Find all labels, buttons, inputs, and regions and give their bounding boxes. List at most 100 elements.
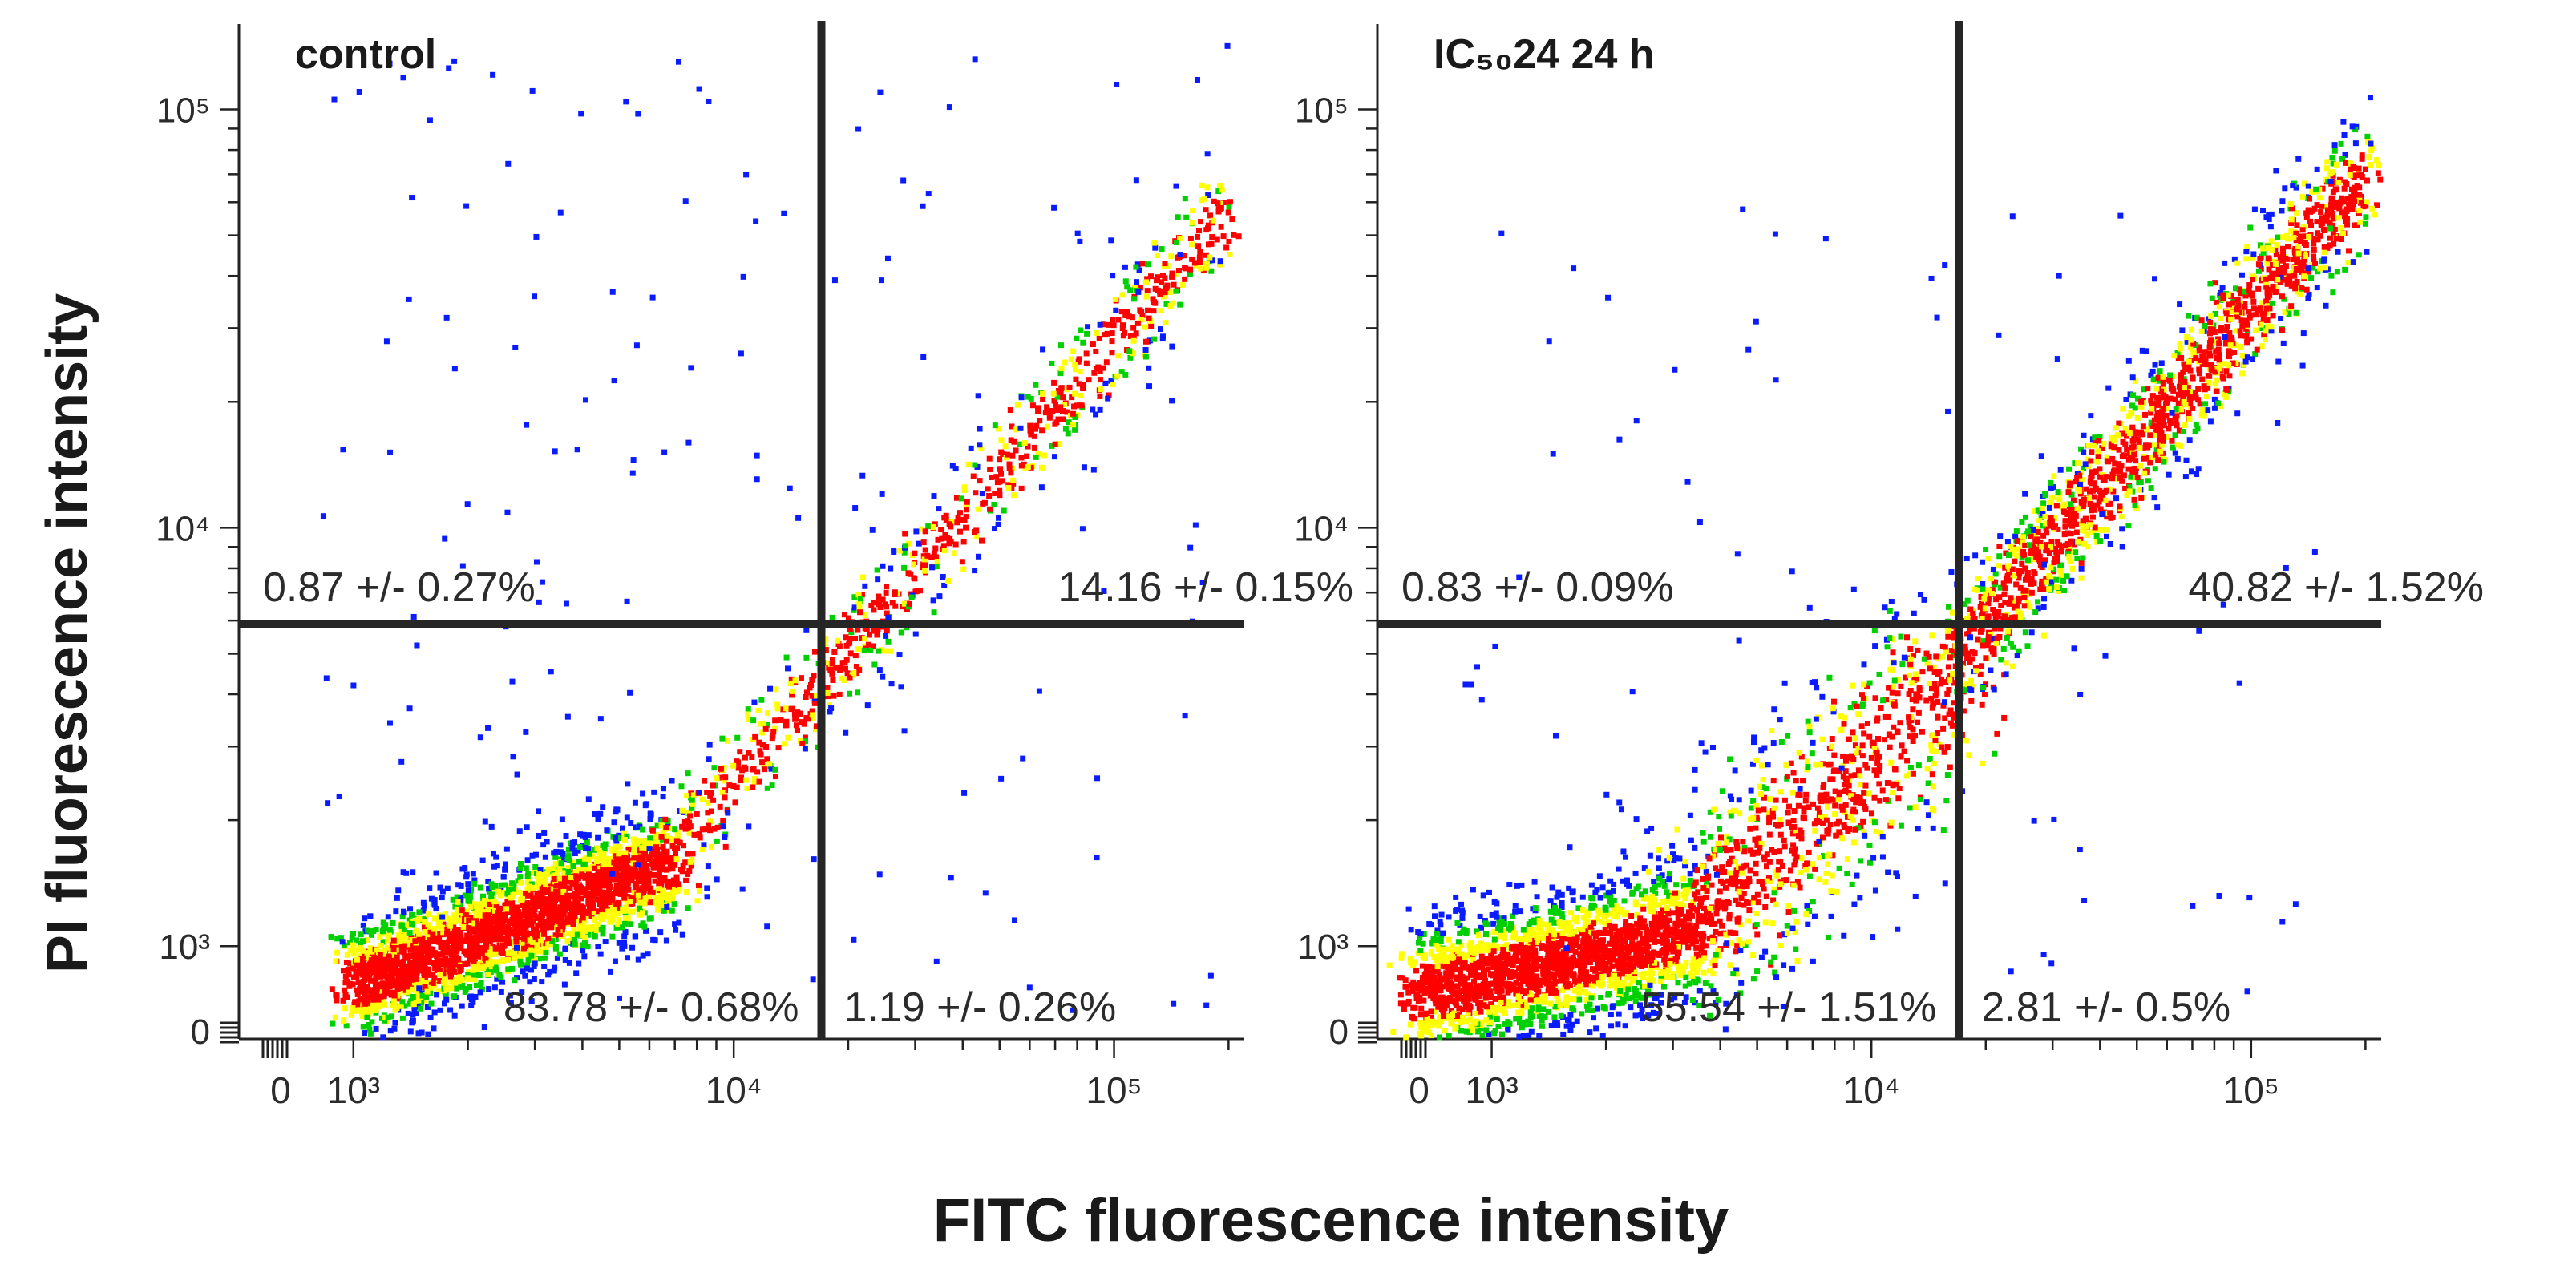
data-point (1482, 931, 1489, 937)
data-point (1210, 217, 1216, 224)
data-point (958, 516, 964, 523)
data-point (1173, 239, 1179, 245)
data-point (1598, 919, 1604, 925)
data-point (333, 958, 339, 964)
data-point (1434, 968, 1441, 975)
data-point (1154, 277, 1160, 284)
data-point (1669, 926, 1676, 932)
data-point (1700, 969, 1707, 976)
data-point (1145, 261, 1151, 268)
data-point (471, 880, 478, 887)
data-point (734, 734, 741, 741)
data-point (554, 869, 560, 875)
data-point (562, 956, 568, 963)
data-point (451, 927, 458, 933)
data-point (970, 473, 977, 479)
data-point (1229, 216, 1235, 223)
data-point (463, 908, 470, 915)
data-point (696, 830, 702, 837)
data-point (482, 956, 488, 962)
data-point (348, 947, 354, 953)
data-point (1567, 982, 1573, 988)
data-point (566, 960, 572, 966)
data-point (435, 988, 442, 995)
data-point (1434, 927, 1441, 934)
data-point (360, 948, 366, 954)
data-point (844, 670, 851, 677)
data-point (1028, 464, 1034, 471)
data-point (932, 545, 939, 552)
data-point (573, 894, 580, 900)
data-point (1486, 889, 1492, 895)
data-point (624, 955, 630, 961)
data-point (621, 830, 627, 837)
data-point (1093, 411, 1099, 418)
data-point (562, 945, 568, 952)
data-point (484, 967, 491, 973)
data-point (1663, 964, 1669, 971)
data-point (1552, 940, 1559, 946)
data-point (459, 907, 465, 914)
data-point (487, 923, 493, 930)
data-point (519, 940, 525, 946)
data-point (1209, 257, 1215, 264)
data-point (653, 847, 660, 853)
data-point (1673, 882, 1680, 888)
data-point (720, 823, 726, 830)
data-point (1551, 919, 1558, 926)
data-point (1563, 1023, 1570, 1029)
data-point (1010, 480, 1017, 487)
data-point (520, 893, 526, 899)
data-point (1669, 974, 1676, 980)
data-point (972, 462, 978, 468)
data-point (640, 889, 646, 895)
data-point (456, 917, 463, 923)
data-point (459, 977, 465, 984)
x-tick-label: 10⁵ (1086, 1069, 1142, 1111)
data-point (634, 862, 641, 868)
data-point (439, 942, 445, 948)
data-point (1496, 963, 1502, 969)
data-point (556, 914, 563, 920)
data-point (572, 839, 578, 846)
data-point (621, 889, 627, 895)
data-point (1446, 914, 1452, 920)
data-point (1044, 404, 1050, 410)
data-point (1062, 402, 1068, 408)
data-point (369, 1019, 375, 1025)
data-point (502, 939, 508, 945)
data-point (1081, 464, 1087, 471)
data-point (1050, 390, 1057, 397)
data-point (668, 855, 674, 862)
data-point (366, 971, 373, 977)
data-point (585, 899, 592, 905)
data-point (657, 837, 663, 843)
data-point (1624, 974, 1630, 980)
data-point (1163, 320, 1169, 326)
data-point (563, 600, 569, 607)
data-point (745, 706, 751, 713)
data-point (1196, 259, 1203, 265)
data-point (637, 823, 643, 830)
data-point (430, 971, 436, 977)
data-point (902, 543, 908, 549)
data-point (544, 839, 550, 845)
data-point (1625, 986, 1632, 992)
data-point (571, 937, 577, 944)
data-point (645, 842, 652, 848)
data-point (349, 935, 355, 941)
data-point (1470, 985, 1477, 992)
data-point (1644, 828, 1651, 834)
data-point (352, 948, 358, 954)
data-point (472, 917, 479, 923)
data-point (542, 854, 548, 860)
data-point (1504, 951, 1510, 957)
data-point (688, 790, 694, 797)
data-point (1478, 924, 1485, 931)
data-point (445, 960, 451, 967)
data-point (540, 876, 547, 883)
data-point (1072, 414, 1078, 420)
data-point (760, 763, 766, 770)
data-point (342, 991, 349, 997)
data-point (1697, 903, 1704, 910)
